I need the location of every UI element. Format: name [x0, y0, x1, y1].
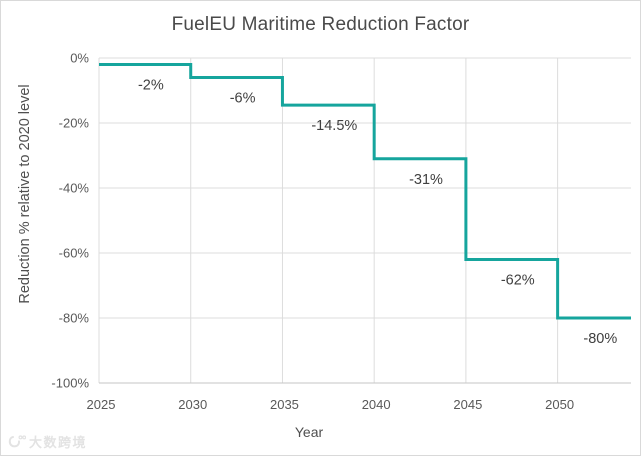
x-tick-label: 2045 — [453, 397, 482, 412]
x-tick-label: 2025 — [87, 397, 116, 412]
chart-title: FuelEU Maritime Reduction Factor — [171, 14, 470, 35]
x-tick-label: 2050 — [545, 397, 574, 412]
reduction-step-line — [99, 63, 631, 320]
y-tick-label: -100% — [51, 376, 89, 391]
x-axis-title: Year — [294, 424, 324, 440]
x-tick-label: 2040 — [362, 397, 391, 412]
y-tick-label: 0% — [70, 51, 89, 66]
x-tick-label: 2035 — [270, 397, 299, 412]
watermark-text: 大数跨境 — [29, 435, 88, 450]
dashu-logo-icon — [8, 434, 26, 449]
y-tick-label: -60% — [59, 246, 90, 261]
watermark: 大数跨境 — [8, 432, 87, 451]
step-data-label: -80% — [583, 331, 617, 347]
step-data-label: -2% — [138, 78, 164, 94]
step-data-label: -31% — [409, 172, 443, 188]
step-data-label: -6% — [230, 91, 256, 107]
y-axis-title: Reduction % relative to 2020 level — [17, 84, 33, 304]
x-tick-label: 2030 — [178, 397, 207, 412]
step-data-label: -62% — [501, 273, 535, 289]
y-tick-label: -20% — [59, 116, 90, 131]
step-data-label: -14.5% — [311, 118, 357, 134]
y-tick-label: -80% — [59, 311, 90, 326]
y-tick-label: -40% — [59, 181, 90, 196]
